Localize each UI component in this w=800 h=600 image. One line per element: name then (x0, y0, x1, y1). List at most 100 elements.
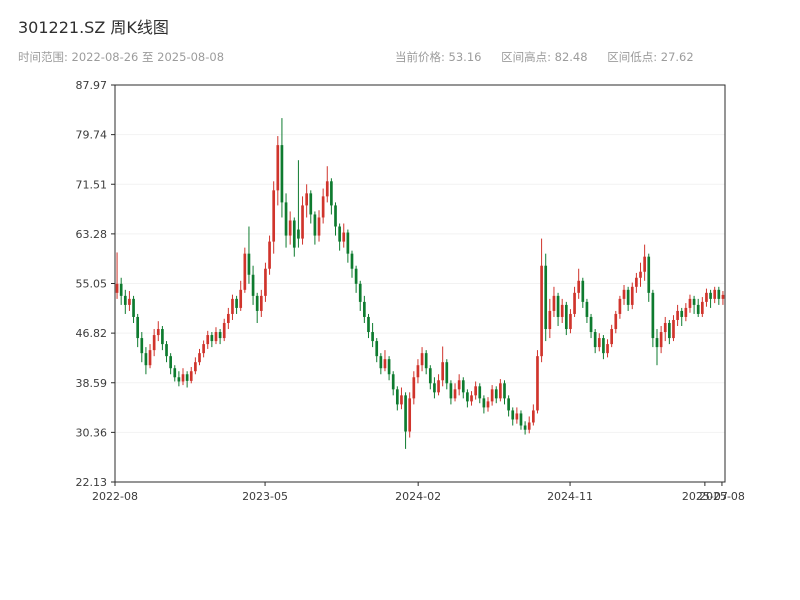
candle-body (132, 298, 135, 317)
candle-body (490, 389, 494, 402)
candle-body (379, 356, 383, 369)
candle-body (717, 289, 721, 299)
y-axis-tick-label: 87.97 (76, 79, 108, 92)
y-axis-tick-label: 38.59 (76, 377, 108, 390)
candle-body (288, 220, 292, 236)
candle-body (169, 356, 172, 369)
candle-body (408, 398, 412, 432)
candle-body (585, 301, 589, 317)
y-axis-tick-label: 71.51 (76, 178, 108, 191)
candle-body (123, 295, 127, 305)
candle-body (672, 319, 675, 339)
y-axis-tick-label: 55.05 (76, 278, 108, 291)
range-low-label: 区间低点: 27.62 (607, 50, 694, 64)
candle-body (659, 332, 663, 348)
candle-body (461, 380, 465, 393)
candle-body (503, 383, 506, 399)
candle-body (259, 295, 263, 311)
x-axis-tick-label: 2022-08 (92, 490, 138, 503)
candle-body (523, 425, 527, 430)
candle-body (573, 292, 576, 314)
candle-body (235, 298, 238, 308)
candle-body (655, 338, 659, 348)
candle-body (482, 398, 486, 408)
x-axis-tick-label: 2023-05 (242, 490, 288, 503)
candle-body (635, 277, 638, 287)
candle-body (202, 344, 205, 354)
candle-body (156, 329, 160, 336)
candle-body (692, 298, 696, 305)
candle-body (218, 332, 222, 339)
candle-body (577, 280, 581, 293)
candle-body (301, 205, 304, 239)
candle-body (602, 338, 605, 354)
candle-body (581, 280, 585, 302)
y-axis-tick-label: 79.74 (76, 129, 108, 142)
candle-body (474, 386, 477, 396)
candle-body (445, 362, 449, 384)
candle-body (597, 338, 601, 348)
candle-body (243, 253, 247, 290)
candle-body (330, 181, 333, 206)
candle-body (280, 145, 284, 203)
y-axis-tick-label: 30.36 (76, 426, 108, 439)
candle-body (593, 332, 597, 348)
candle-body (437, 380, 440, 393)
candle-body (560, 304, 564, 317)
x-axis-tick-label: 2025-08 (699, 490, 745, 503)
candle-body (309, 193, 313, 215)
candle-body (189, 371, 193, 381)
candle-body (321, 196, 325, 218)
y-axis-tick-label: 22.13 (76, 476, 108, 489)
candle-body (284, 202, 288, 236)
candle-body (375, 341, 379, 357)
candle-body (499, 383, 502, 399)
candle-body (540, 265, 543, 357)
candle-body (676, 310, 679, 320)
candle-body (231, 298, 234, 314)
candle-body (721, 294, 725, 299)
candle-body (688, 298, 692, 308)
candle-body (206, 335, 210, 345)
candle-body (486, 401, 490, 408)
candle-body (239, 289, 243, 308)
candle-body (532, 410, 535, 423)
candle-body (173, 368, 177, 378)
candle-body (358, 283, 362, 302)
candle-body (606, 344, 609, 354)
candle-body (700, 301, 704, 314)
candle-body (705, 292, 708, 302)
candle-body (507, 398, 510, 411)
candle-body (161, 329, 164, 345)
candle-body (272, 190, 276, 242)
candle-body (441, 362, 445, 381)
x-axis-tick-label: 2024-02 (395, 490, 441, 503)
candle-body (210, 335, 214, 342)
candle-body (696, 304, 700, 314)
candle-body (519, 413, 523, 426)
candle-body (136, 316, 140, 339)
candle-body (317, 217, 321, 236)
candle-body (589, 316, 593, 333)
candle-body (548, 310, 552, 330)
candle-body (391, 374, 395, 390)
candle-body (680, 310, 684, 317)
candle-body (214, 332, 218, 342)
candle-body (511, 410, 515, 420)
candle-body (251, 274, 255, 296)
candle-body (198, 353, 201, 363)
y-axis-tick-label: 46.82 (76, 327, 108, 340)
candle-body (610, 329, 613, 345)
candle-body (544, 265, 548, 330)
candle-body (709, 292, 712, 299)
candle-body (247, 253, 251, 275)
candle-body (494, 389, 498, 399)
page-title: 301221.SZ 周K线图 (18, 18, 169, 37)
candle-body (334, 205, 337, 227)
candle-body (367, 316, 370, 333)
candle-body (148, 350, 152, 366)
candle-body (313, 214, 317, 236)
candle-body (165, 344, 168, 357)
candle-body (119, 283, 123, 296)
candle-body (478, 386, 482, 399)
